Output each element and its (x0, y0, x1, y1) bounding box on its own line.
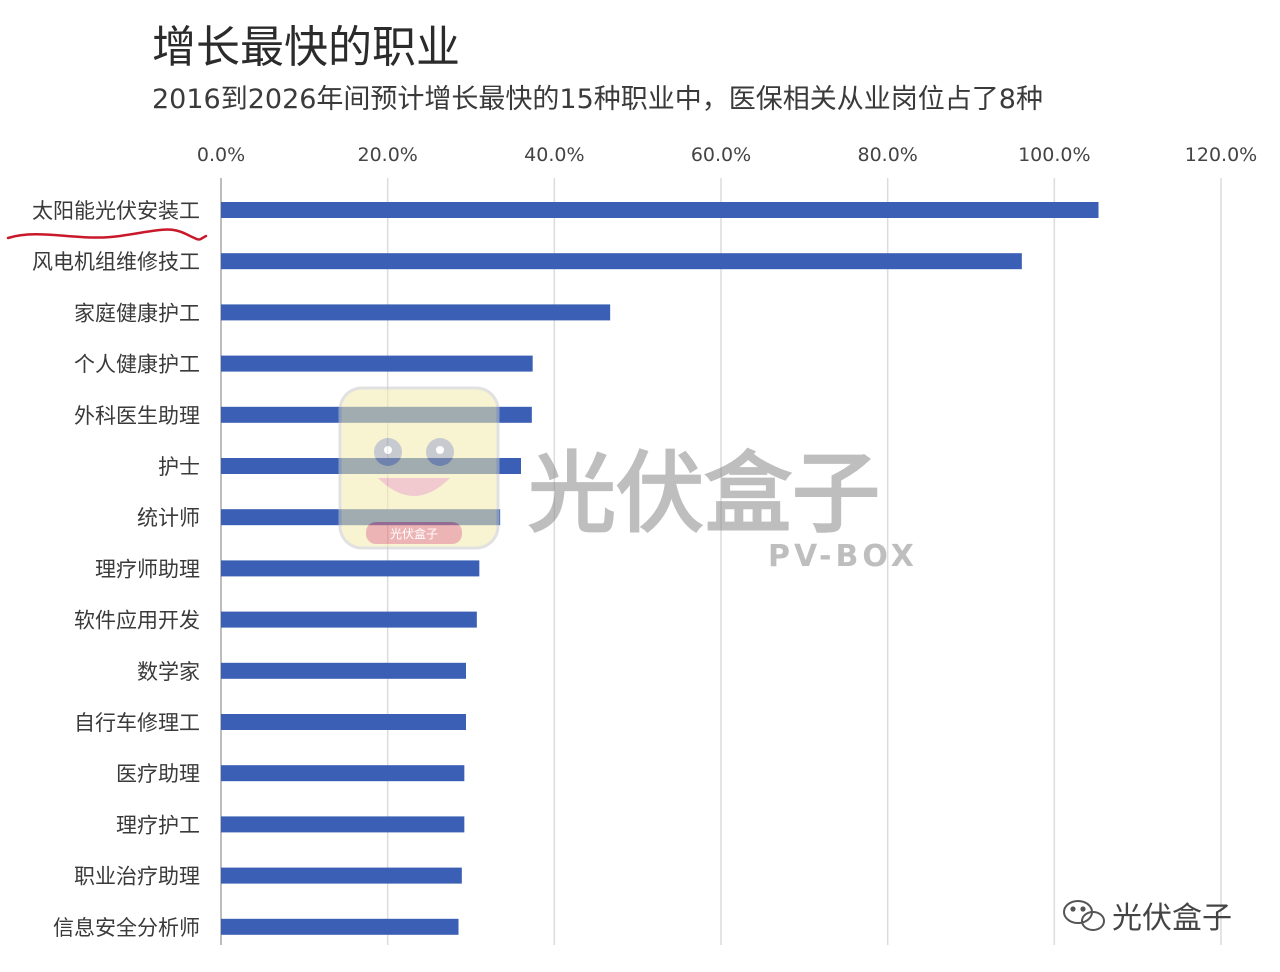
watermark-badge: 光伏盒子 (390, 526, 438, 541)
category-label: 数学家 (137, 660, 200, 684)
category-label: 太阳能光伏安装工 (32, 199, 200, 223)
category-label: 统计师 (137, 506, 200, 530)
category-label: 医疗助理 (116, 762, 200, 786)
category-label: 家庭健康护工 (74, 301, 200, 325)
x-tick-label: 60.0% (691, 144, 751, 166)
highlight-underline (6, 228, 208, 241)
wechat-mark: 光伏盒子 (1063, 900, 1232, 936)
bar (221, 253, 1022, 270)
bar (221, 560, 480, 577)
bar (221, 304, 611, 321)
category-label: 信息安全分析师 (53, 916, 200, 940)
category-label: 自行车修理工 (74, 711, 200, 735)
category-label: 职业治疗助理 (74, 865, 200, 889)
x-tick-label: 120.0% (1185, 144, 1257, 166)
mascot-logo-icon: 光伏盒子 (338, 386, 500, 550)
wechat-label: 光伏盒子 (1112, 901, 1232, 936)
red-underline (6, 228, 208, 241)
category-label: 理疗师助理 (95, 557, 200, 581)
watermark-sub: PV-BOX (768, 539, 918, 574)
bars (221, 202, 1099, 935)
bar (221, 867, 462, 884)
bar (221, 202, 1099, 218)
category-label: 理疗护工 (116, 813, 200, 837)
x-tick-label: 0.0% (197, 144, 245, 166)
bar (221, 355, 533, 372)
watermark-name: 光伏盒子 (528, 442, 880, 545)
category-label: 个人健康护工 (74, 353, 200, 377)
bar (221, 765, 465, 782)
category-labels: 太阳能光伏安装工风电机组维修技工家庭健康护工个人健康护工外科医生助理护士统计师理… (32, 199, 200, 940)
chart-title: 增长最快的职业 (152, 22, 460, 73)
bar (221, 714, 466, 730)
watermark: 光伏盒子 光伏盒子 PV-BOX (338, 386, 918, 574)
chart-subtitle: 2016到2026年间预计增长最快的15种职业中，医保相关从业岗位占了8种 (152, 84, 1043, 115)
bar (221, 918, 459, 935)
x-tick-label: 40.0% (524, 144, 584, 166)
x-tick-label: 100.0% (1018, 144, 1090, 166)
wechat-icon (1063, 900, 1105, 931)
category-label: 护士 (158, 455, 200, 479)
x-tick-label: 20.0% (357, 144, 417, 166)
bar (221, 816, 465, 833)
bar (221, 662, 466, 679)
category-label: 风电机组维修技工 (32, 250, 200, 274)
x-tick-label: 80.0% (857, 144, 917, 166)
x-axis-ticks: 0.0% 20.0% 40.0% 60.0% 80.0% 100.0% 120.0% (197, 144, 1257, 166)
category-label: 软件应用开发 (74, 609, 200, 633)
bar (221, 611, 477, 628)
category-label: 外科医生助理 (74, 404, 200, 428)
